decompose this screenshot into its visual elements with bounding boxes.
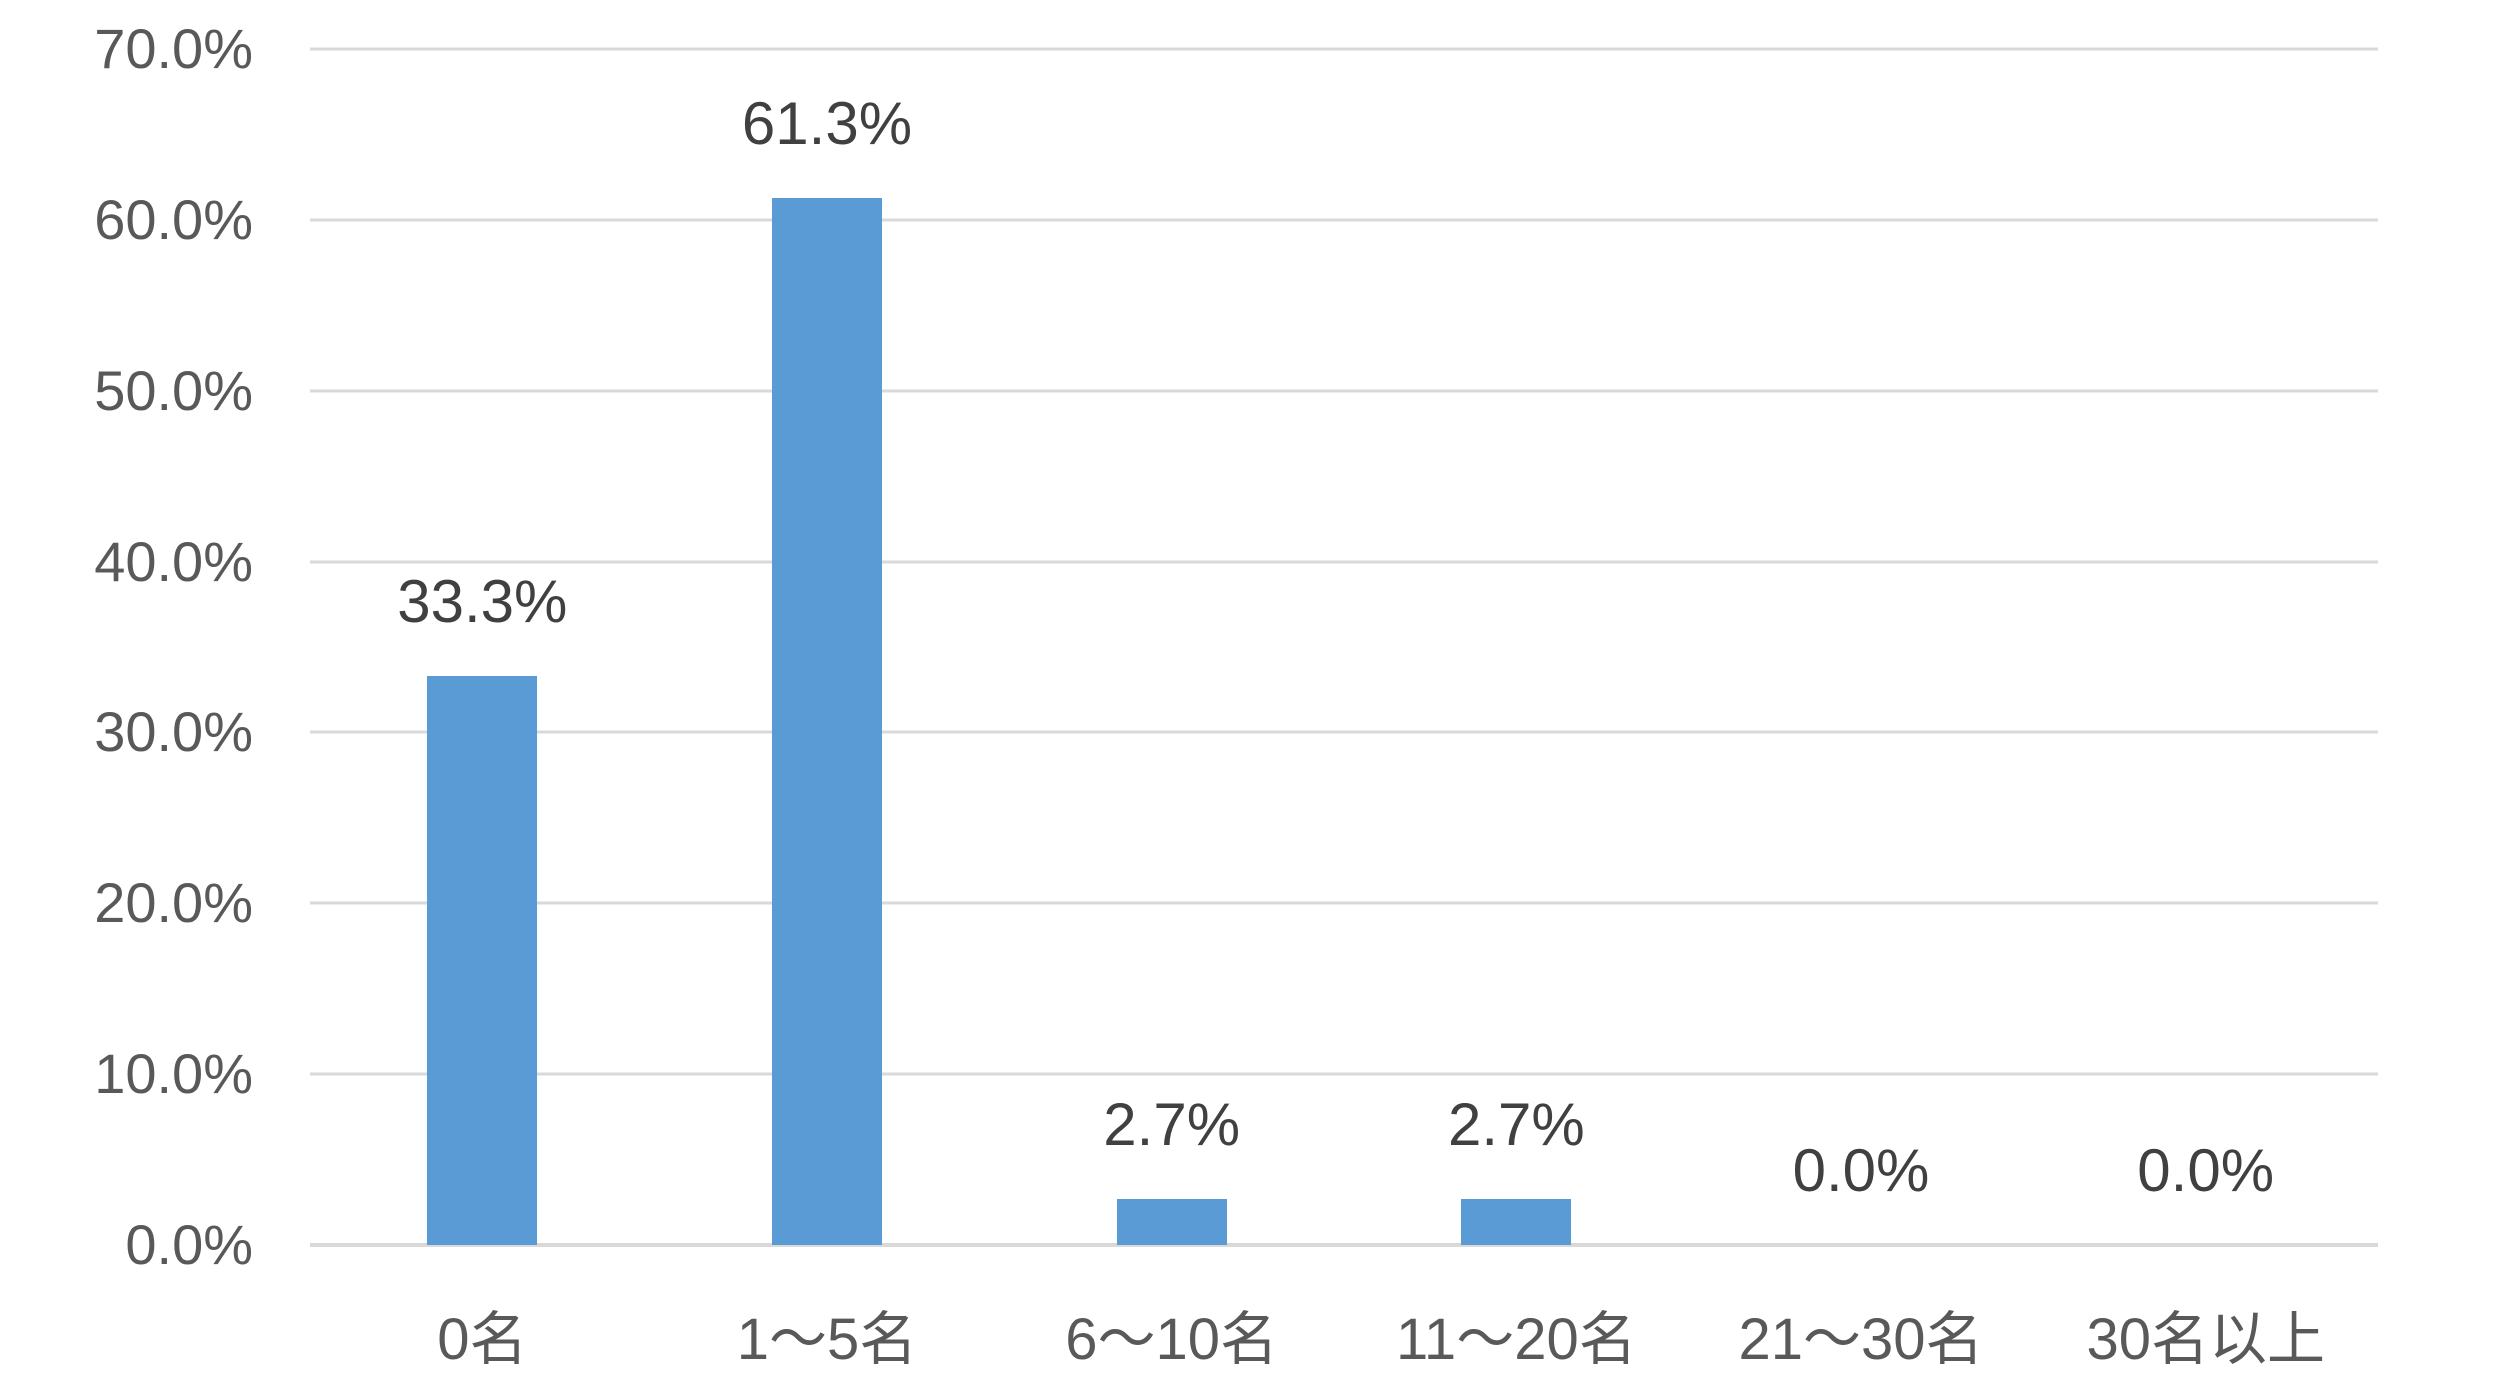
x-category-label: 30名以上 [2086,1307,2325,1372]
x-category-label: 0名 [437,1307,528,1372]
bar [772,197,882,1245]
category-column: 2.7% [1344,49,1689,1245]
gridline-50.0% [310,389,2378,393]
y-tick-label: 60.0% [94,187,253,251]
data-label: 0.0% [1792,1137,1930,1204]
data-label: 2.7% [1447,1090,1585,1158]
x-axis-category-labels: 0名 1～5名 6～10名 11～20名 21～30名 30名以上 [310,1300,2378,1380]
y-tick-label: 10.0% [94,1042,253,1106]
gridline-20.0% [310,901,2378,905]
y-tick-label: 30.0% [94,700,253,764]
category-column: 61.3% [655,49,1000,1245]
x-axis-line [310,1243,2378,1247]
category-column: 0.0% [1689,49,2034,1245]
data-label: 33.3% [397,568,568,636]
gridline-10.0% [310,1072,2378,1076]
data-label: 61.3% [741,89,913,157]
x-category-label: 11～20名 [1395,1307,1637,1372]
category-column: 2.7% [999,49,1344,1245]
category-column: 33.3% [310,49,655,1245]
gridline-60.0% [310,218,2378,222]
data-label: 0.0% [2137,1137,2275,1204]
x-category-label: 1～5名 [736,1307,918,1372]
y-tick-label: 50.0% [94,358,253,422]
gridline-30.0% [310,730,2378,734]
y-tick-label: 20.0% [94,871,253,935]
x-category-label: 6～10名 [1065,1307,1279,1372]
y-tick-label: 70.0% [94,17,253,80]
bar [427,676,538,1245]
bar-columns: 33.3% 61.3% 2.7% 2.7% 0.0% 0.0% [310,49,2378,1245]
data-label: 2.7% [1103,1090,1241,1158]
bar [1116,1198,1227,1245]
y-tick-label: 0.0% [125,1213,253,1276]
gridline-70.0% [310,47,2378,51]
plot-area: 33.3% 61.3% 2.7% 2.7% 0.0% 0.0% [310,47,2378,1247]
x-category-label: 21～30名 [1738,1307,1984,1372]
y-tick-label: 40.0% [94,529,253,593]
category-column: 0.0% [2033,49,2378,1245]
bar [1461,1198,1572,1245]
gridline-40.0% [310,560,2378,564]
